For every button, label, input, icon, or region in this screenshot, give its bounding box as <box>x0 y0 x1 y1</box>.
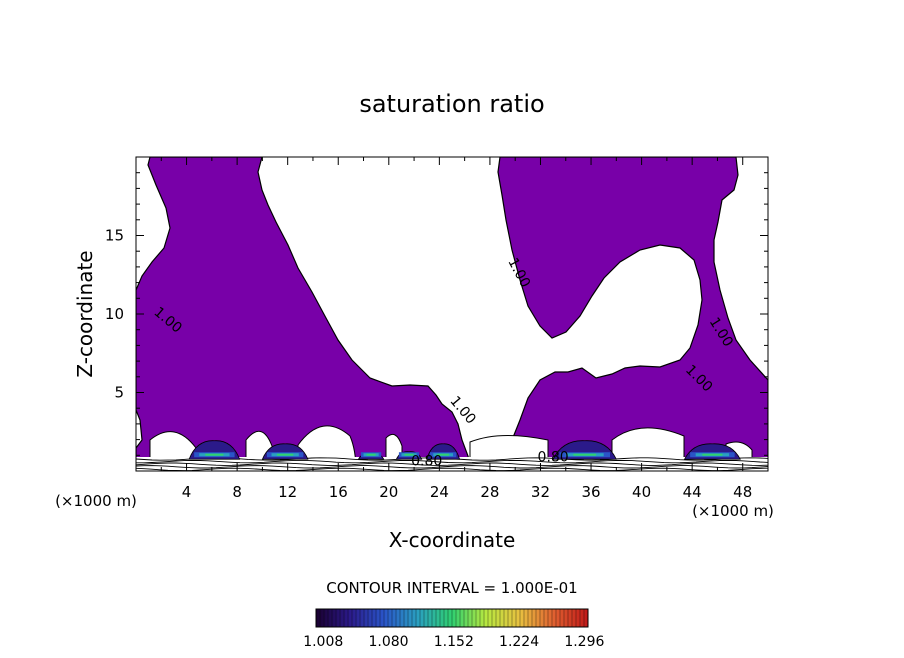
colorbar-tick-label: 1.296 <box>564 634 604 650</box>
cloud-core-4 <box>395 451 423 460</box>
x-tick-label: 12 <box>278 483 297 501</box>
cloud-core-3 <box>357 452 385 460</box>
colorbar-tick-label: 1.224 <box>499 634 539 650</box>
x-tick-label: 16 <box>329 483 348 501</box>
colorbar-stripes <box>319 609 585 627</box>
x-tick-label: 28 <box>480 483 499 501</box>
x-axis: 4 8 12 16 20 24 28 32 36 40 44 48 <box>160 157 752 501</box>
plot-area <box>136 157 768 471</box>
x-tick-label: 36 <box>581 483 600 501</box>
surface-contour-line <box>136 462 768 466</box>
cloud-core-1 <box>188 440 241 460</box>
x-tick-label: 20 <box>379 483 398 501</box>
y-axis: 5 10 15 <box>105 172 768 456</box>
chart-title: saturation ratio <box>359 90 544 118</box>
x-tick-label: 44 <box>683 483 702 501</box>
cloud-core-7 <box>683 443 741 460</box>
x-tick-label: 32 <box>531 483 550 501</box>
x-tick-label: 48 <box>733 483 752 501</box>
x-tick-label: 8 <box>232 483 242 501</box>
cloud-core-5 <box>426 443 461 460</box>
surface-contour-line <box>136 465 768 469</box>
colorbar-labels: 1.008 1.080 1.152 1.224 1.296 <box>303 634 604 650</box>
colorbar-tick-label: 1.008 <box>303 634 343 650</box>
x-tick-label: 24 <box>430 483 449 501</box>
x-axis-label: X-coordinate <box>389 528 516 552</box>
contour-label: 0.80 <box>411 454 442 470</box>
x-tick-label: 4 <box>182 483 192 501</box>
y-tick-label: 5 <box>114 384 124 402</box>
contour-interval-text: CONTOUR INTERVAL = 1.000E-01 <box>326 579 577 597</box>
saturated-region-1 <box>136 157 473 471</box>
x-tick-label: 40 <box>632 483 651 501</box>
contour-label: 0.80 <box>538 450 569 466</box>
surface-contour-line <box>136 467 768 471</box>
colorbar-tick-label: 1.152 <box>434 634 474 650</box>
saturated-region-2 <box>497 157 768 471</box>
x-unit-right: (×1000 m) <box>692 502 774 520</box>
colorbar-tick-label: 1.080 <box>368 634 408 650</box>
y-tick-label: 15 <box>105 227 124 245</box>
x-unit-left: (×1000 m) <box>55 492 137 510</box>
y-axis-label: Z-coordinate <box>73 250 97 377</box>
y-tick-label: 10 <box>105 305 124 323</box>
cloud-core-6 <box>552 440 617 460</box>
cloud-core-2 <box>261 443 309 460</box>
surface-contour-line <box>136 459 768 464</box>
